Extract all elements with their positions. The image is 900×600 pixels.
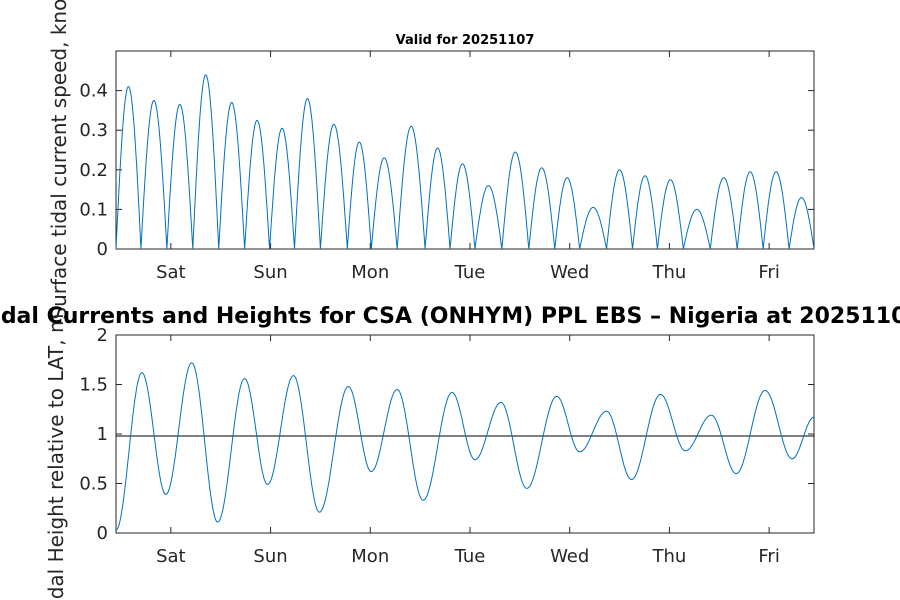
x-tick-label: Mon: [351, 546, 389, 567]
x-tick-label: Mon: [351, 262, 389, 283]
x-tick-label: Sat: [156, 262, 186, 283]
x-tick-label: Tue: [454, 546, 486, 567]
y-tick-label: 2: [97, 325, 108, 346]
current-speed-ylabel: Surface tidal current speed, knots: [47, 0, 71, 320]
x-tick-label: Sun: [253, 262, 287, 283]
current-speed-series: [115, 74, 815, 250]
x-tick-label: Sun: [253, 546, 287, 567]
y-tick-label: 0: [97, 523, 108, 544]
y-tick-label: 0: [97, 239, 108, 260]
x-tick-label: Sat: [156, 546, 186, 567]
x-tick-label: Tue: [454, 262, 486, 283]
panel-title: Valid for 20251107: [396, 33, 535, 48]
tidal-height-series: [115, 362, 815, 531]
y-tick-label: 0.4: [79, 81, 108, 102]
tidal-height-ylabel: Tidal Height relative to LAT, m: [44, 314, 68, 600]
x-tick-label: Thu: [652, 546, 687, 567]
main-title: Tidal Currents and Heights for CSA (ONHY…: [0, 304, 900, 329]
x-tick-label: Fri: [758, 262, 779, 283]
y-tick-label: 0.1: [79, 199, 108, 220]
tidal-height-panel: 0 0.5 1 1.5 2 Sat Sun Mon Tue Wed Thu Fri Tidal He…: [44, 314, 815, 600]
x-tick-label: Thu: [652, 262, 687, 283]
y-tick-label: 0.3: [79, 120, 108, 141]
x-tick-label: Wed: [550, 262, 589, 283]
y-tick-label: 0.2: [79, 160, 108, 181]
current-speed-axes: [115, 50, 815, 250]
y-tick-label: 1.5: [79, 375, 108, 396]
x-tick-label: Wed: [550, 546, 589, 567]
x-tick-label: Fri: [758, 546, 779, 567]
current-speed-panel: Valid for 20251107 0 0.1 0.2 0.3 0.4 Sat Sun M…: [47, 0, 815, 320]
y-tick-label: 1: [97, 424, 108, 445]
y-tick-label: 0.5: [79, 474, 108, 495]
